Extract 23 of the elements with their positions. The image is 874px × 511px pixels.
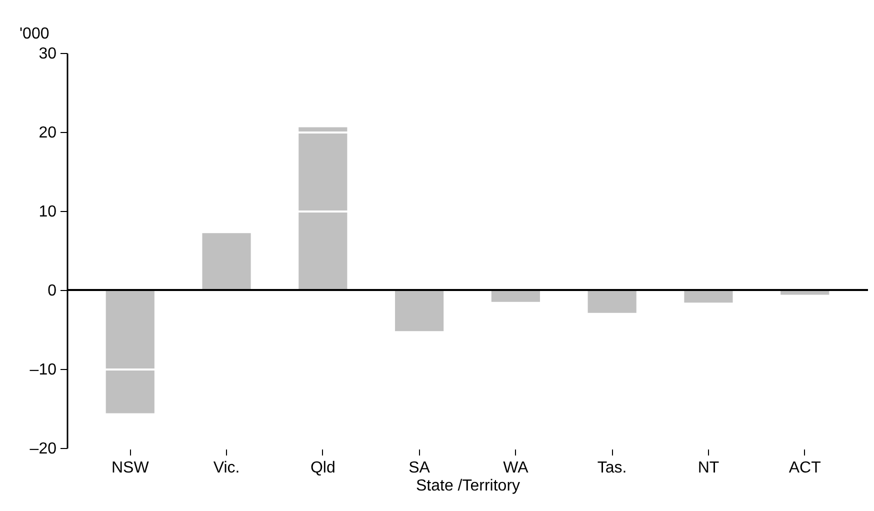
y-tick-label: 10 bbox=[38, 204, 57, 220]
x-tick-label: WA bbox=[503, 460, 529, 476]
bar bbox=[588, 290, 636, 313]
bar bbox=[395, 290, 444, 332]
bar bbox=[202, 233, 251, 290]
y-tick-label: 30 bbox=[38, 46, 57, 62]
x-tick-label: Vic. bbox=[213, 460, 240, 476]
x-tick-label: ACT bbox=[788, 460, 822, 476]
bar bbox=[491, 290, 540, 302]
x-tick-label: Qld bbox=[310, 460, 336, 476]
y-axis-title: '000 bbox=[20, 26, 50, 42]
x-axis-title: State /Territory bbox=[416, 478, 520, 494]
x-tick-label: NSW bbox=[111, 460, 150, 476]
y-tick-label: –10 bbox=[30, 362, 57, 378]
bar bbox=[106, 290, 154, 414]
x-tick-label: Tas. bbox=[597, 460, 627, 476]
y-tick-label: –20 bbox=[30, 440, 57, 458]
bar bbox=[684, 290, 733, 303]
x-tick-label: SA bbox=[408, 460, 430, 476]
y-tick-label: 20 bbox=[38, 124, 57, 142]
y-tick-label: 0 bbox=[48, 282, 57, 300]
bar bbox=[298, 127, 348, 290]
x-tick-label: NT bbox=[698, 460, 720, 476]
